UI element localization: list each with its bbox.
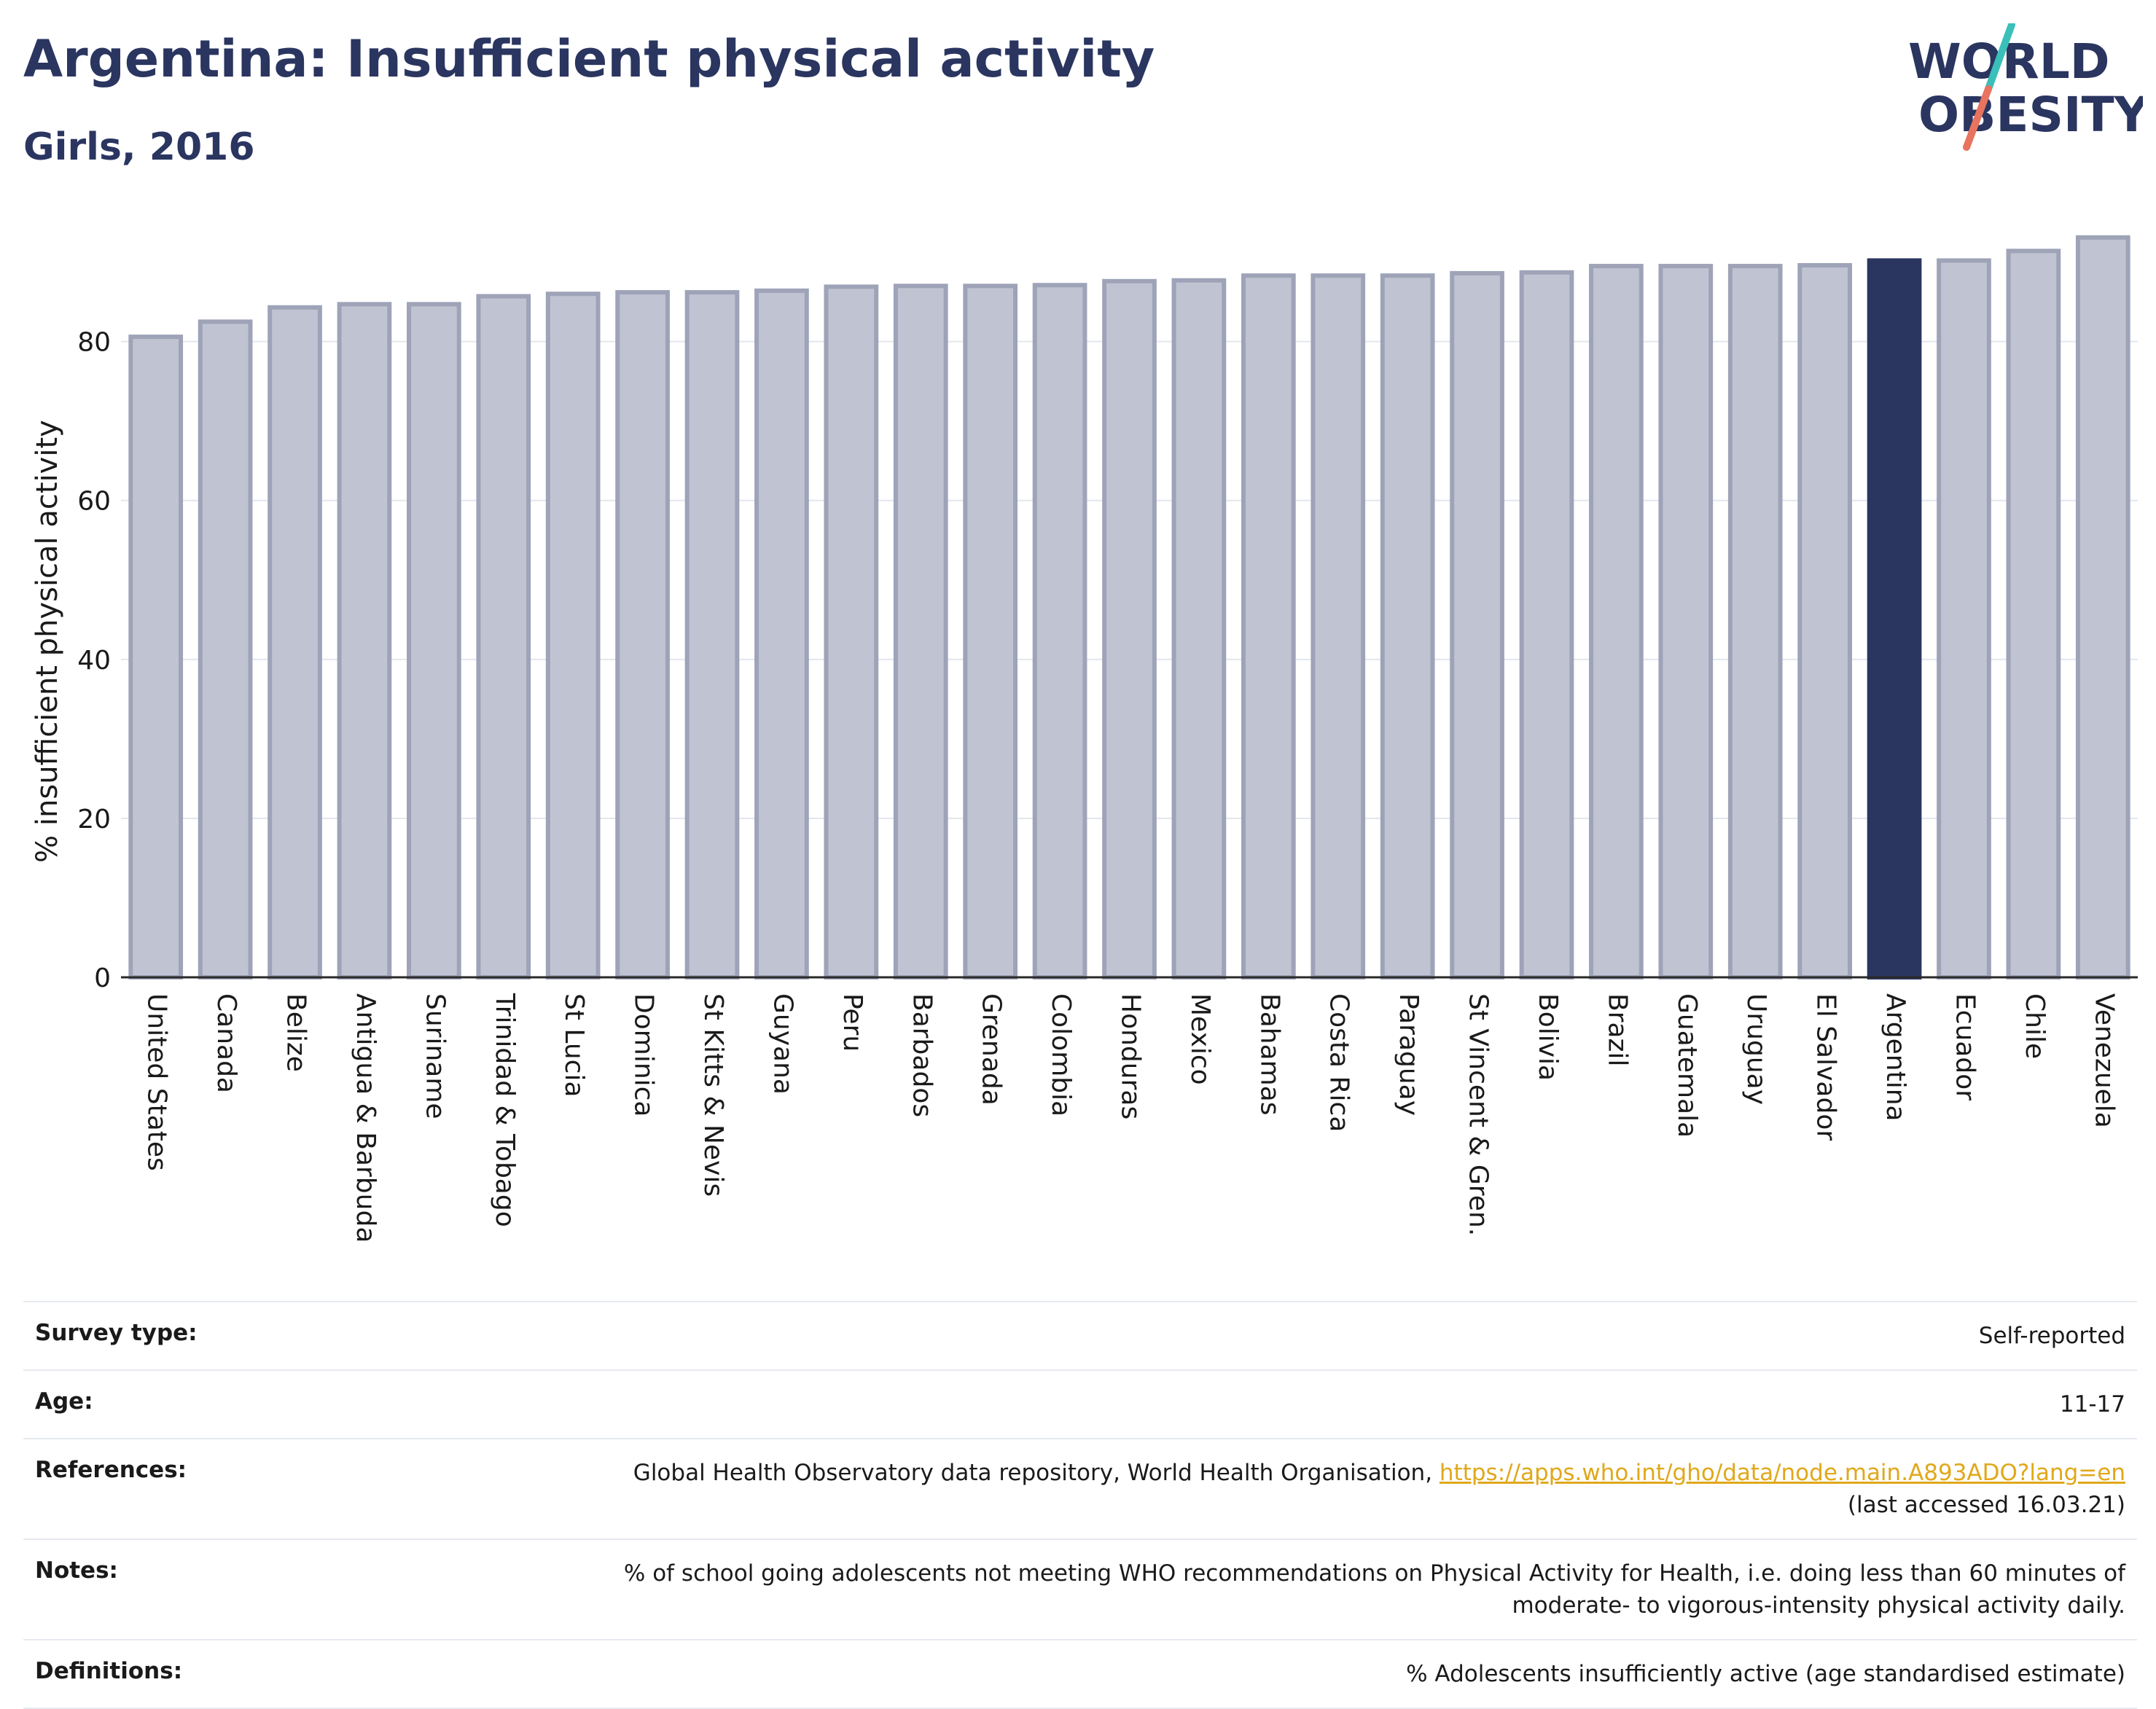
bar bbox=[1519, 270, 1574, 980]
x-tick-label: Brazil bbox=[1602, 993, 1632, 1066]
definitions-value: % Adolescents insufficiently active (age… bbox=[1406, 1661, 2125, 1687]
notes-line-2: moderate- to vigorous-intensity physical… bbox=[1512, 1592, 2125, 1619]
bar bbox=[545, 292, 601, 979]
bar bbox=[1380, 273, 1435, 980]
age-label: Age: bbox=[35, 1388, 93, 1415]
meta-row-notes: Notes: % of school going adolescents not… bbox=[23, 1538, 2137, 1639]
age-value: 11-17 bbox=[2059, 1391, 2125, 1417]
world-obesity-logo: WORLD OBESITY bbox=[1908, 23, 2143, 151]
survey-type-label: Survey type: bbox=[35, 1320, 198, 1346]
bar bbox=[684, 290, 740, 980]
x-tick-label: Trinidad & Tobago bbox=[490, 993, 520, 1227]
y-axis-label: % insufficient physical activity bbox=[31, 420, 64, 863]
bar bbox=[963, 283, 1018, 980]
x-tick-labels: United States Canada Belize Antigua & Barbu… bbox=[142, 993, 2120, 1243]
x-tick-label: El Salvador bbox=[1811, 993, 1841, 1141]
y-tick-label: 40 bbox=[77, 646, 111, 676]
x-tick-label: St Vincent & Gren. bbox=[1464, 993, 1493, 1236]
bar bbox=[1311, 273, 1366, 980]
x-tick-label: Paraguay bbox=[1394, 993, 1423, 1116]
bar bbox=[476, 294, 531, 980]
bar bbox=[1797, 262, 1852, 980]
bar bbox=[407, 302, 461, 980]
bar bbox=[1937, 258, 1991, 980]
notes-line-1: % of school going adolescents not meetin… bbox=[623, 1560, 2125, 1587]
definitions-label: Definitions: bbox=[35, 1658, 183, 1684]
bar bbox=[267, 305, 322, 979]
x-tick-label: Antigua & Barbuda bbox=[351, 993, 380, 1243]
x-tick-label: Dominica bbox=[629, 993, 659, 1117]
page-title: Argentina: Insufficient physical activit… bbox=[23, 29, 1155, 89]
logo-slash-coral bbox=[1963, 85, 1992, 151]
metadata-table: Survey type: Self-reported Age: 11-17 Re… bbox=[23, 1301, 2137, 1709]
x-tick-label: Mexico bbox=[1185, 993, 1215, 1085]
bar bbox=[337, 302, 392, 980]
x-tick-label: Bahamas bbox=[1254, 993, 1284, 1116]
bar bbox=[1658, 264, 1714, 979]
bar bbox=[1241, 273, 1296, 980]
bars bbox=[128, 235, 2130, 980]
x-tick-label: Guatemala bbox=[1672, 993, 1702, 1138]
x-tick-label: St Kitts & Nevis bbox=[698, 993, 728, 1197]
references-value: Global Health Observatory data repositor… bbox=[633, 1457, 2125, 1521]
references-accessed: (last accessed 16.03.21) bbox=[1847, 1492, 2125, 1518]
bar bbox=[1727, 264, 1783, 979]
bar bbox=[1589, 264, 1644, 979]
x-tick-label: Peru bbox=[837, 993, 867, 1052]
logo-word-obesity: OBESITY bbox=[1918, 87, 2143, 143]
references-text: Global Health Observatory data repositor… bbox=[633, 1460, 1440, 1486]
meta-row-age: Age: 11-17 bbox=[23, 1369, 2137, 1438]
y-tick-label: 60 bbox=[77, 487, 111, 517]
x-tick-label: Colombia bbox=[1046, 993, 1076, 1116]
bar bbox=[824, 284, 879, 979]
bar bbox=[1171, 278, 1227, 979]
x-tick-label: Costa Rica bbox=[1324, 993, 1354, 1132]
x-tick-label: Venezuela bbox=[2089, 993, 2119, 1128]
bar bbox=[615, 290, 670, 980]
meta-row-references: References: Global Health Observatory da… bbox=[23, 1438, 2137, 1538]
y-tick-label: 80 bbox=[77, 328, 111, 358]
x-tick-label: Suriname bbox=[420, 993, 450, 1119]
x-tick-label: United States bbox=[142, 993, 172, 1171]
x-tick-label: Chile bbox=[2020, 993, 2050, 1059]
x-tick-label: Uruguay bbox=[1741, 993, 1771, 1105]
x-tick-label: Grenada bbox=[977, 993, 1007, 1106]
bar bbox=[128, 335, 184, 980]
x-tick-label: Ecuador bbox=[1950, 993, 1980, 1100]
meta-row-survey-type: Survey type: Self-reported bbox=[23, 1301, 2137, 1369]
bar bbox=[198, 319, 253, 980]
y-tick-label: 0 bbox=[94, 963, 111, 993]
x-tick-label: Barbados bbox=[907, 993, 937, 1117]
x-tick-label: Guyana bbox=[768, 993, 797, 1095]
bar-chart: 0 20 40 60 80 United States Canada Belize Antig… bbox=[31, 235, 2138, 1243]
x-tick-label: Canada bbox=[211, 993, 241, 1093]
bar bbox=[2006, 249, 2061, 979]
references-label: References: bbox=[35, 1457, 187, 1483]
notes-value: % of school going adolescents not meetin… bbox=[624, 1557, 2125, 1622]
references-link[interactable]: https://apps.who.int/gho/data/node.main.… bbox=[1439, 1460, 2125, 1486]
y-tick-label: 20 bbox=[77, 805, 111, 834]
x-tick-label: Argentina bbox=[1880, 993, 1910, 1122]
bar bbox=[2075, 235, 2130, 979]
bar bbox=[754, 288, 809, 980]
notes-label: Notes: bbox=[35, 1557, 118, 1584]
meta-row-definitions: Definitions: % Adolescents insufficientl… bbox=[23, 1639, 2137, 1709]
x-tick-label: Bolivia bbox=[1533, 993, 1563, 1081]
bar bbox=[893, 283, 948, 980]
survey-type-value: Self-reported bbox=[1978, 1323, 2125, 1349]
logo-slash-teal bbox=[1985, 23, 2015, 93]
x-tick-label: Belize bbox=[281, 993, 311, 1072]
bar bbox=[1102, 278, 1157, 979]
bar bbox=[1032, 283, 1087, 979]
x-tick-label: St Lucia bbox=[559, 993, 589, 1098]
x-tick-label: Honduras bbox=[1116, 993, 1146, 1119]
page-subtitle: Girls, 2016 bbox=[23, 125, 255, 169]
bar-highlighted bbox=[1867, 258, 1922, 980]
bar bbox=[1450, 270, 1504, 979]
y-ticks: 0 20 40 60 80 bbox=[77, 328, 111, 993]
